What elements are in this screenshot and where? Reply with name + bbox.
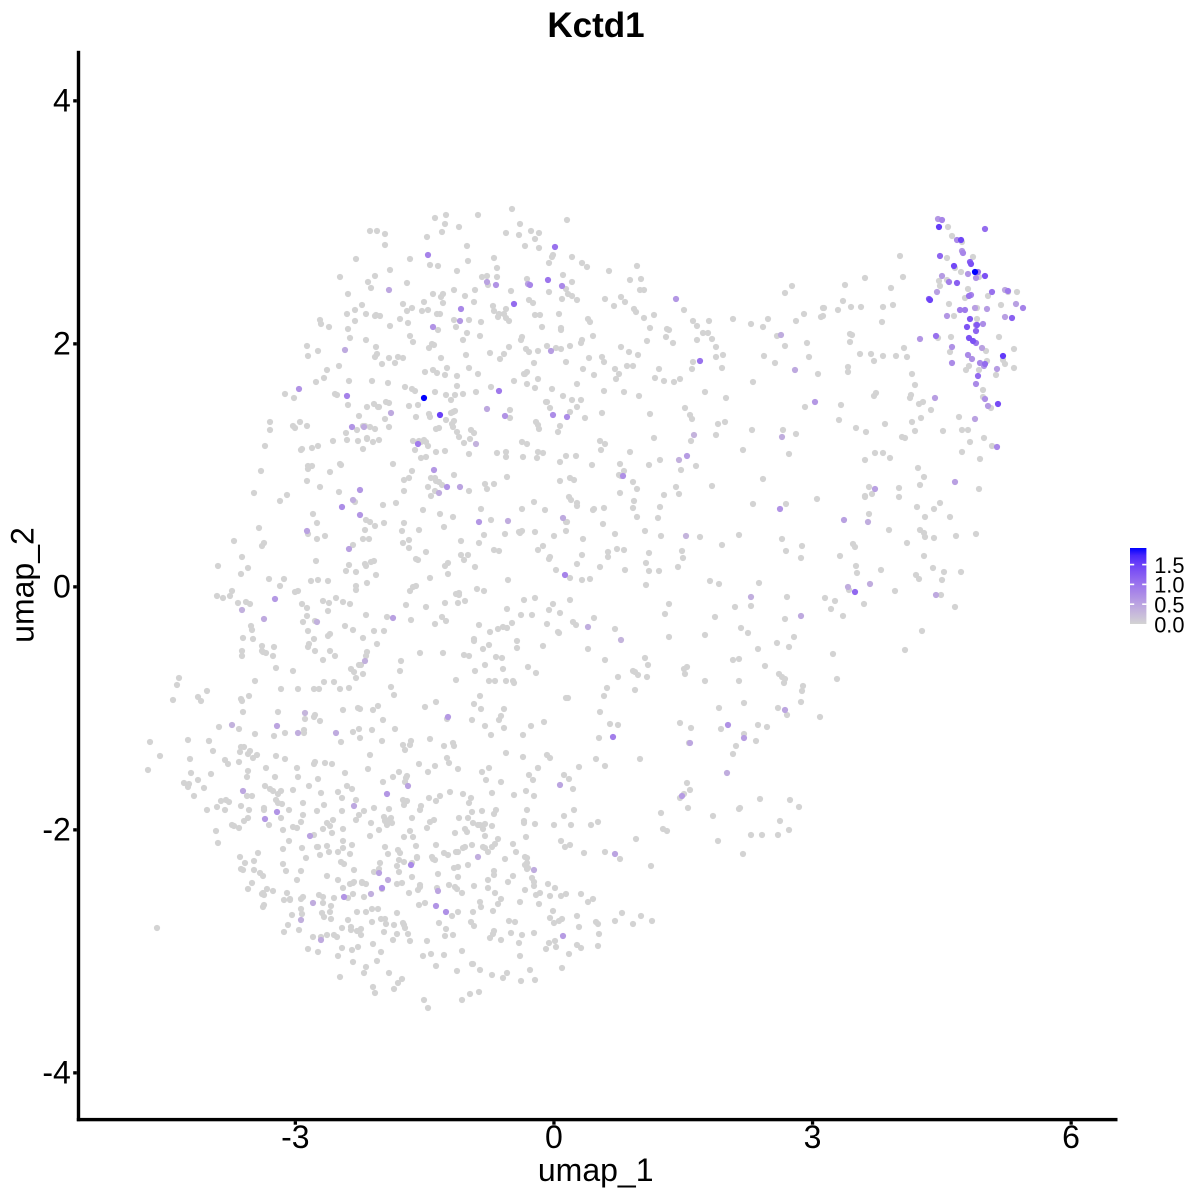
svg-text:1.5: 1.5 [1154,553,1184,578]
svg-text:0.5: 0.5 [1154,593,1184,618]
svg-text:3: 3 [804,1119,822,1155]
svg-text:umap_1: umap_1 [538,1152,654,1188]
svg-text:0: 0 [545,1119,563,1155]
svg-text:6: 6 [1062,1119,1080,1155]
svg-text:-4: -4 [42,1054,70,1090]
svg-text:-2: -2 [42,811,70,847]
svg-text:1.0: 1.0 [1154,573,1184,598]
svg-text:2: 2 [53,325,71,361]
svg-text:4: 4 [53,82,71,118]
svg-text:-3: -3 [281,1119,309,1155]
svg-text:0: 0 [53,568,71,604]
svg-text:0.0: 0.0 [1154,612,1184,637]
svg-text:umap_2: umap_2 [4,527,40,643]
svg-text:Kctd1: Kctd1 [547,6,644,45]
